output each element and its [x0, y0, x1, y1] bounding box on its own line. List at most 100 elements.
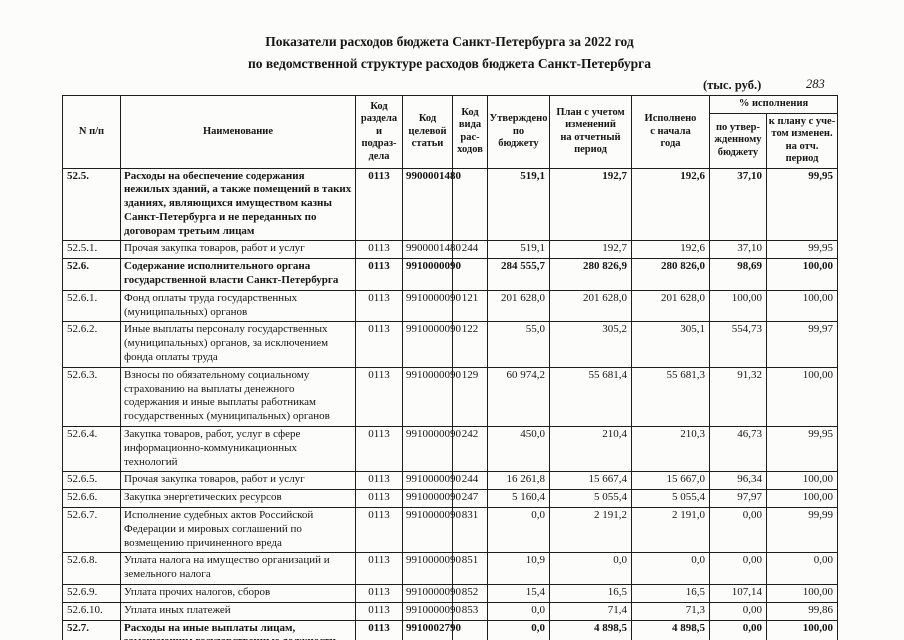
cell-target-article-code: 9910000090 — [402, 552, 461, 586]
cell-section-subsection-code: 0113 — [355, 619, 403, 640]
cell-pct-approved: 97,97 — [709, 489, 767, 509]
cell-approved-budget: 0,0 — [487, 619, 550, 640]
cell-name: Фонд оплаты труда государственных (муниц… — [120, 289, 356, 323]
cell-pct-plan: 99,86 — [765, 601, 839, 621]
cell-approved-budget: 16 261,8 — [487, 471, 550, 491]
cell-approved-budget: 519,1 — [487, 167, 550, 242]
table-row: 52.6.8. Уплата налога на имущество органи… — [62, 552, 839, 586]
cell-name: Содержание исполнительного органа госуда… — [120, 258, 356, 291]
cell-section-subsection-code: 0113 — [355, 258, 403, 291]
cell-row-number: 52.6.5. — [62, 471, 121, 491]
cell-plan-adjusted: 305,2 — [549, 321, 632, 368]
cell-executed-ytd: 280 826,0 — [631, 258, 710, 291]
cell-pct-plan: 100,00 — [765, 489, 839, 509]
header-pct-plan: к плану с уче- том изменен. на отч. пери… — [765, 112, 839, 169]
header-target-article-code: Код целевой статьи — [402, 95, 453, 169]
cell-row-number: 52.6.8. — [62, 552, 121, 586]
cell-pct-approved: 554,73 — [709, 321, 767, 368]
cell-plan-adjusted: 192,7 — [549, 167, 632, 242]
cell-pct-plan: 100,00 — [765, 471, 839, 491]
cell-pct-plan: 100,00 — [765, 289, 839, 323]
cell-executed-ytd: 16,5 — [631, 584, 710, 603]
table-row: 52.5.1. Прочая закупка товаров, работ и у… — [62, 240, 839, 260]
cell-approved-budget: 60 974,2 — [487, 366, 550, 428]
cell-expense-type-code: 122 — [452, 321, 488, 368]
cell-target-article-code: 9910000090 — [402, 321, 461, 368]
cell-target-article-code: 9910000090 — [402, 258, 461, 291]
cell-row-number: 52.6. — [62, 258, 121, 291]
cell-target-article-code: 9910002790 — [402, 619, 461, 640]
cell-approved-budget: 15,4 — [487, 584, 550, 603]
cell-plan-adjusted: 55 681,4 — [549, 366, 632, 428]
cell-name: Уплата налога на имущество организаций и… — [120, 552, 356, 586]
cell-approved-budget: 201 628,0 — [487, 289, 550, 323]
cell-plan-adjusted: 0,0 — [549, 552, 632, 586]
cell-row-number: 52.5.1. — [62, 240, 121, 260]
cell-name: Расходы на обеспечение содержания нежилы… — [120, 167, 356, 242]
cell-section-subsection-code: 0113 — [355, 240, 403, 260]
cell-target-article-code: 9900001480 — [402, 167, 461, 242]
cell-pct-approved: 37,10 — [709, 167, 767, 242]
cell-pct-approved: 37,10 — [709, 240, 767, 260]
cell-executed-ytd: 192,6 — [631, 240, 710, 260]
cell-section-subsection-code: 0113 — [355, 167, 403, 242]
cell-name: Прочая закупка товаров, работ и услуг — [120, 471, 356, 491]
header-name: Наименование — [120, 95, 356, 169]
cell-executed-ytd: 15 667,0 — [631, 471, 710, 491]
table-body: 52.5. Расходы на обеспечение содержания н… — [62, 167, 839, 640]
cell-executed-ytd: 0,0 — [631, 552, 710, 586]
cell-plan-adjusted: 2 191,2 — [549, 507, 632, 554]
cell-pct-approved: 100,00 — [709, 289, 767, 323]
budget-expenditures-table: N п/п Наименование Код раздела и подраз-… — [62, 95, 839, 640]
cell-executed-ytd: 192,6 — [631, 167, 710, 242]
cell-expense-type-code: 247 — [452, 489, 488, 509]
cell-target-article-code: 9910000090 — [402, 426, 461, 473]
cell-executed-ytd: 305,1 — [631, 321, 710, 368]
document-title-line2: по ведомственной структуре расходов бюдж… — [247, 56, 652, 71]
cell-plan-adjusted: 15 667,4 — [549, 471, 632, 491]
header-section-code: Код раздела и подраз- дела — [355, 95, 403, 169]
cell-expense-type-code: 244 — [452, 240, 488, 260]
cell-section-subsection-code: 0113 — [355, 584, 403, 603]
cell-pct-approved: 0,00 — [709, 507, 767, 554]
table-row: 52.6.5. Прочая закупка товаров, работ и у… — [62, 471, 839, 491]
cell-pct-approved: 0,00 — [709, 601, 767, 621]
cell-pct-plan: 100,00 — [765, 366, 839, 428]
cell-target-article-code: 9910000090 — [402, 366, 461, 428]
table-row: 52.6.2. Иные выплаты персоналу государств… — [62, 321, 839, 368]
cell-approved-budget: 0,0 — [487, 601, 550, 621]
cell-row-number: 52.6.7. — [62, 507, 121, 554]
cell-row-number: 52.6.3. — [62, 366, 121, 428]
document-title: Показатели расходов бюджета Санкт-Петерб… — [62, 31, 837, 75]
cell-row-number: 52.5. — [62, 167, 121, 242]
cell-name: Закупка энергетических ресурсов — [120, 489, 356, 509]
cell-approved-budget: 10,9 — [487, 552, 550, 586]
header-pct-execution-group: % исполнения — [708, 95, 839, 114]
cell-row-number: 52.7. — [62, 619, 121, 640]
cell-name: Иные выплаты персоналу государственных (… — [120, 321, 356, 368]
cell-row-number: 52.6.10. — [62, 601, 121, 621]
table-row: 52.6.9. Уплата прочих налогов, сборов 0113… — [62, 584, 839, 603]
cell-pct-plan: 99,97 — [765, 321, 839, 368]
cell-plan-adjusted: 16,5 — [549, 584, 632, 603]
cell-target-article-code: 9910000090 — [402, 489, 461, 509]
cell-name: Прочая закупка товаров, работ и услуг — [120, 240, 356, 260]
cell-section-subsection-code: 0113 — [355, 289, 403, 323]
header-executed-ytd: Исполнено с начала года — [631, 95, 710, 169]
header-approved-budget: Утверждено по бюджету — [487, 95, 550, 169]
header-expense-type-code: Код вида рас- ходов — [452, 95, 488, 169]
cell-name: Расходы на иные выплаты лицам, замещающи… — [120, 619, 356, 640]
cell-executed-ytd: 2 191,0 — [631, 507, 710, 554]
header-pct-approved: по утвер- жденному бюджету — [709, 112, 767, 169]
table-row: 52.6.3. Взносы по обязательному социально… — [62, 366, 839, 428]
cell-pct-plan: 100,00 — [765, 619, 839, 640]
cell-section-subsection-code: 0113 — [355, 552, 403, 586]
cell-approved-budget: 450,0 — [487, 426, 550, 473]
table-row: 52.6.10. Уплата иных платежей 0113 99100000… — [62, 601, 839, 621]
page-number: 283 — [806, 77, 825, 91]
cell-section-subsection-code: 0113 — [355, 601, 403, 621]
cell-section-subsection-code: 0113 — [355, 489, 403, 509]
units-label: (тыс. руб.) — [703, 78, 762, 92]
cell-target-article-code: 9910000090 — [402, 471, 461, 491]
cell-row-number: 52.6.1. — [62, 289, 121, 323]
